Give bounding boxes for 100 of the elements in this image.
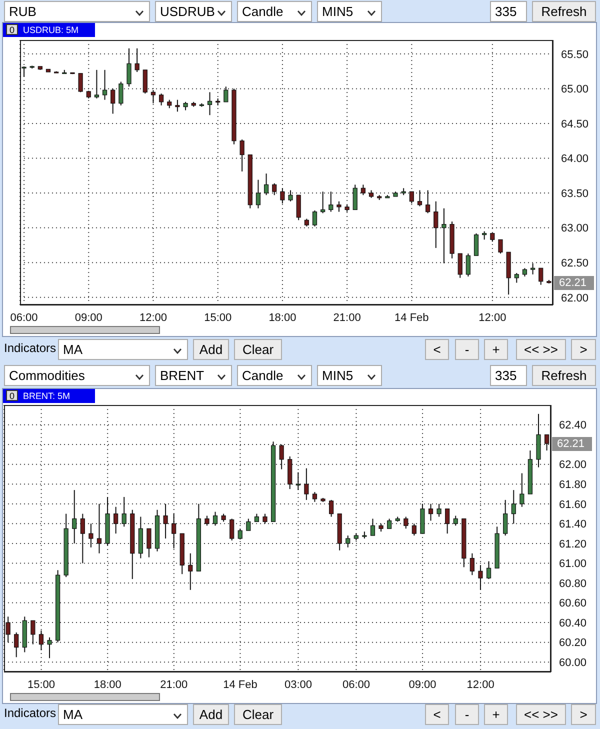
candlestick [412, 523, 416, 536]
candlestick [146, 528, 152, 558]
y-tick-label: 63.50 [561, 188, 589, 200]
x-tick-label: 09:00 [408, 678, 436, 691]
candlestick [256, 179, 261, 209]
x-tick-label: 03:00 [284, 678, 312, 691]
text: 335 [490, 365, 527, 386]
text: USDRUB [155, 1, 232, 22]
candlestick [474, 232, 479, 256]
candlestick [114, 506, 118, 534]
text: 335 [490, 1, 527, 22]
y-tick-label: 61.20 [559, 538, 587, 550]
text: 0 [6, 390, 18, 401]
annotation: 62.21 [554, 276, 594, 290]
candlestick [88, 523, 94, 548]
text: Indicators [4, 705, 56, 722]
text: + [484, 339, 508, 360]
candlestick [47, 636, 52, 659]
text: MA [58, 704, 188, 725]
y-tick-label: 61.40 [559, 518, 587, 531]
y-tick-label: 62.00 [561, 292, 589, 304]
candlestick [312, 210, 318, 227]
y-tick-label: 65.00 [561, 84, 589, 96]
text: Add [193, 704, 229, 725]
x-tick-label: 12:00 [478, 312, 506, 324]
candlestick [520, 472, 524, 508]
y-tick-label: 60.00 [559, 657, 587, 670]
y-tick-label: 63.00 [561, 222, 589, 235]
candlestick [150, 90, 156, 104]
x-tick-label: 21:00 [333, 312, 361, 324]
candlestick [172, 513, 176, 549]
candlestick [188, 552, 193, 590]
candlestick [94, 69, 99, 99]
candlestick [230, 518, 234, 541]
chart-title: USDRUB: 5M [23, 25, 79, 35]
candlestick [453, 515, 458, 526]
candlestick [238, 528, 242, 540]
x-tick-label: 14 Feb [223, 678, 258, 691]
candlestick [240, 138, 244, 172]
text: MIN5 [317, 365, 382, 386]
candlestick [296, 472, 300, 491]
candlestick [212, 511, 218, 526]
candlestick [544, 434, 550, 451]
text: < [425, 339, 449, 360]
x-tick-label: 12:00 [139, 312, 168, 324]
y-tick-label: 60.40 [559, 617, 587, 630]
candlestick [538, 268, 544, 286]
x-tick-label: 09:00 [74, 312, 102, 324]
candlestick [312, 492, 318, 502]
candlestick [360, 184, 366, 196]
candlestick [163, 503, 168, 539]
y-tick-label: 65.50 [561, 48, 589, 61]
text: Add [193, 339, 229, 360]
candlestick [118, 81, 124, 106]
candlestick [14, 632, 19, 658]
candlestick [96, 503, 102, 554]
y-tick-label: 60.80 [559, 578, 587, 590]
text: > [571, 704, 596, 725]
x-tick-label: 18:00 [268, 312, 296, 324]
candlestick [38, 630, 44, 651]
candlestick [466, 253, 470, 277]
candlestick [280, 188, 285, 204]
annotation: 62.21 [552, 436, 592, 451]
candlestick [442, 208, 446, 264]
candlestick [175, 99, 180, 112]
candlestick [486, 560, 492, 580]
candlestick [304, 468, 309, 500]
text: Candle [237, 1, 312, 22]
x-tick-label: 06:00 [342, 678, 370, 691]
candlestick [320, 191, 326, 214]
candlestick [80, 513, 85, 564]
chart-title: BRENT: 5M [23, 391, 70, 401]
candlestick [428, 503, 434, 522]
text: << >> [516, 704, 566, 725]
x-tick-label: 14 Feb [394, 312, 429, 324]
candlestick [436, 503, 442, 518]
y-tick-label: 64.00 [561, 153, 589, 166]
candlestick [6, 616, 10, 643]
candlestick [224, 86, 228, 102]
candlestick [246, 518, 251, 532]
candlestick [328, 191, 334, 212]
candlestick [352, 184, 358, 210]
candlestick [296, 194, 301, 221]
candlestick [478, 564, 483, 590]
y-tick-label: 61.60 [559, 498, 587, 511]
text: - [455, 339, 479, 360]
text: MIN5 [317, 1, 382, 22]
candlestick [370, 518, 376, 536]
candlestick [30, 620, 36, 645]
candlestick [434, 200, 438, 248]
text: Indicators [4, 340, 56, 357]
candlestick [72, 490, 77, 544]
y-tick-label: 61.00 [559, 558, 587, 570]
candlestick [514, 272, 519, 284]
candlestick [426, 190, 430, 214]
y-tick-label: 60.60 [559, 598, 587, 610]
candlestick [134, 48, 140, 72]
text: Candle [237, 365, 312, 386]
x-tick-label: 21:00 [160, 678, 188, 691]
text: << >> [516, 339, 566, 360]
